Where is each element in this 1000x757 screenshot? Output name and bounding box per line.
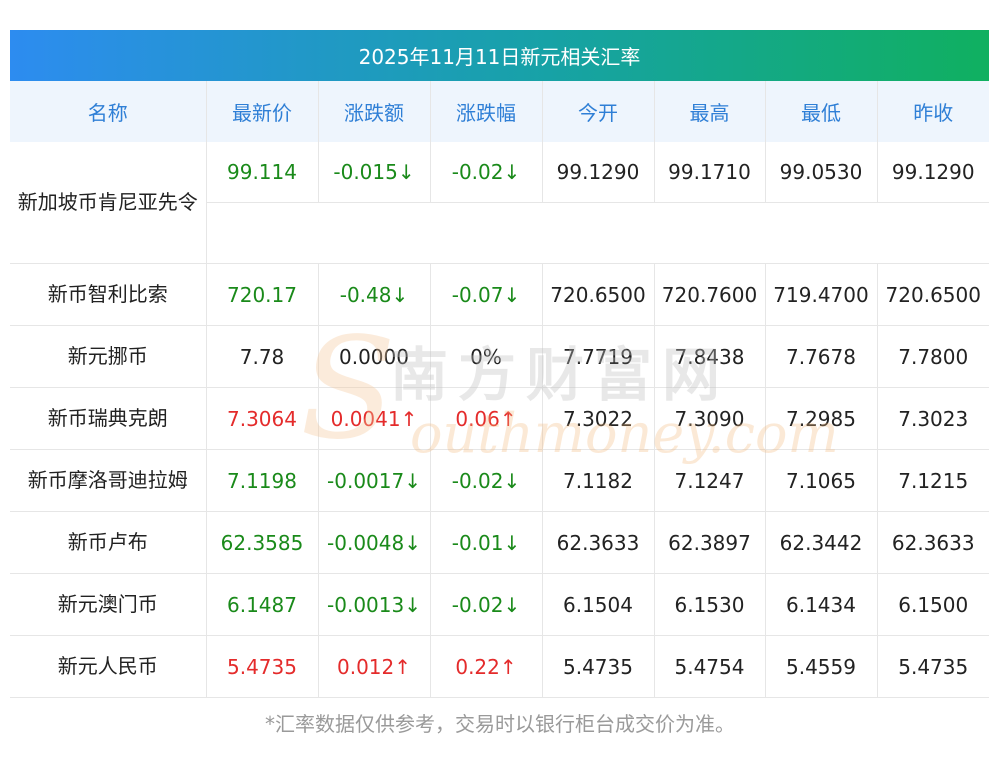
cell-high: 62.3897: [653, 511, 765, 574]
table-row-filler: [10, 202, 989, 264]
cell-open: 720.6500: [541, 263, 654, 326]
cell-name: 新加坡币肯尼亚先令: [10, 142, 206, 264]
cell-high: 99.1710: [653, 142, 765, 203]
cell-change-pct: -0.01↓: [429, 511, 542, 574]
header-change: 涨跌额: [317, 81, 430, 142]
cell-low: 62.3442: [764, 511, 877, 574]
cell-change-pct: 0.06↑: [429, 387, 542, 450]
cell-open: 5.4735: [541, 635, 654, 698]
cell-name: 新币摩洛哥迪拉姆: [10, 449, 206, 512]
header-high: 最高: [653, 81, 765, 142]
cell-low: 719.4700: [764, 263, 877, 326]
cell-low: 5.4559: [764, 635, 877, 698]
cell-low: 7.2985: [764, 387, 877, 450]
cell-latest: 99.114: [205, 142, 318, 203]
cell-prev-close: 62.3633: [876, 511, 989, 574]
cell-high: 5.4754: [653, 635, 765, 698]
table-row: 新币智利比索 720.17 -0.48↓ -0.07↓ 720.6500 720.7600…: [10, 263, 989, 326]
table-row: 新元挪币 7.78 0.0000 0% 7.7719 7.8438 7.7678 7.7800: [10, 325, 989, 388]
table-row: 新币瑞典克朗 7.3064 0.0041↑ 0.06↑ 7.3022 7.3090 7.29…: [10, 387, 989, 450]
cell-open: 99.1290: [541, 142, 654, 203]
cell-low: 99.0530: [764, 142, 877, 203]
cell-change: 0.0041↑: [317, 387, 430, 450]
cell-prev-close: 720.6500: [876, 263, 989, 326]
cell-open: 7.7719: [541, 325, 654, 388]
cell-prev-close: 7.7800: [876, 325, 989, 388]
cell-latest: 62.3585: [205, 511, 318, 574]
table-row: 新币摩洛哥迪拉姆 7.1198 -0.0017↓ -0.02↓ 7.1182 7.1247…: [10, 449, 989, 512]
cell-high: 7.3090: [653, 387, 765, 450]
cell-latest: 7.1198: [205, 449, 318, 512]
cell-name: 新币瑞典克朗: [10, 387, 206, 450]
cell-change-pct: -0.02↓: [429, 449, 542, 512]
cell-change: 0.0000: [317, 325, 430, 388]
table-row: 新元人民币 5.4735 0.012↑ 0.22↑ 5.4735 5.4754 5.4559…: [10, 635, 989, 698]
header-open: 今开: [541, 81, 654, 142]
cell-low: 6.1434: [764, 573, 877, 636]
cell-prev-close: 5.4735: [876, 635, 989, 698]
table-row: 新加坡币肯尼亚先令 99.114 -0.015↓ -0.02↓ 99.1290 99.17…: [10, 142, 989, 264]
cell-latest: 7.3064: [205, 387, 318, 450]
cell-latest: 720.17: [205, 263, 318, 326]
cell-name: 新元挪币: [10, 325, 206, 388]
cell-change: -0.0048↓: [317, 511, 430, 574]
cell-name: 新元澳门币: [10, 573, 206, 636]
cell-open: 7.1182: [541, 449, 654, 512]
cell-prev-close: 7.3023: [876, 387, 989, 450]
cell-prev-close: 99.1290: [876, 142, 989, 203]
cell-latest: 6.1487: [205, 573, 318, 636]
header-name: 名称: [10, 81, 206, 142]
cell-change-pct: -0.02↓: [429, 142, 542, 203]
cell-low: 7.1065: [764, 449, 877, 512]
cell-change: -0.48↓: [317, 263, 430, 326]
cell-change-pct: 0%: [429, 325, 542, 388]
header-low: 最低: [764, 81, 877, 142]
cell-low: 7.7678: [764, 325, 877, 388]
table-header-row: 名称 最新价 涨跌额 涨跌幅 今开 最高 最低 昨收: [10, 81, 989, 142]
cell-name: 新币卢布: [10, 511, 206, 574]
cell-change-pct: -0.07↓: [429, 263, 542, 326]
cell-high: 720.7600: [653, 263, 765, 326]
header-change-pct: 涨跌幅: [429, 81, 542, 142]
cell-name: 新元人民币: [10, 635, 206, 698]
cell-high: 7.8438: [653, 325, 765, 388]
header-latest: 最新价: [205, 81, 318, 142]
cell-high: 6.1530: [653, 573, 765, 636]
cell-change: -0.0017↓: [317, 449, 430, 512]
cell-open: 6.1504: [541, 573, 654, 636]
cell-change: -0.015↓: [317, 142, 430, 203]
blank-cell: [205, 202, 989, 264]
table-row: 新币卢布 62.3585 -0.0048↓ -0.01↓ 62.3633 62.3897 6…: [10, 511, 989, 574]
header-prev-close: 昨收: [876, 81, 989, 142]
table-row: 新元澳门币 6.1487 -0.0013↓ -0.02↓ 6.1504 6.1530 6.1…: [10, 573, 989, 636]
cell-latest: 5.4735: [205, 635, 318, 698]
cell-change-pct: -0.02↓: [429, 573, 542, 636]
disclaimer-footnote: *汇率数据仅供参考，交易时以银行柜台成交价为准。: [265, 712, 735, 736]
cell-latest: 7.78: [205, 325, 318, 388]
exchange-rate-table: 名称 最新价 涨跌额 涨跌幅 今开 最高 最低 昨收 新加坡币肯尼亚先令 99.1…: [10, 81, 989, 698]
page-title: 2025年11月11日新元相关汇率: [10, 30, 989, 81]
cell-prev-close: 6.1500: [876, 573, 989, 636]
cell-high: 7.1247: [653, 449, 765, 512]
cell-open: 62.3633: [541, 511, 654, 574]
cell-change-pct: 0.22↑: [429, 635, 542, 698]
cell-change: 0.012↑: [317, 635, 430, 698]
cell-open: 7.3022: [541, 387, 654, 450]
cell-prev-close: 7.1215: [876, 449, 989, 512]
cell-change: -0.0013↓: [317, 573, 430, 636]
cell-name: 新币智利比索: [10, 263, 206, 326]
